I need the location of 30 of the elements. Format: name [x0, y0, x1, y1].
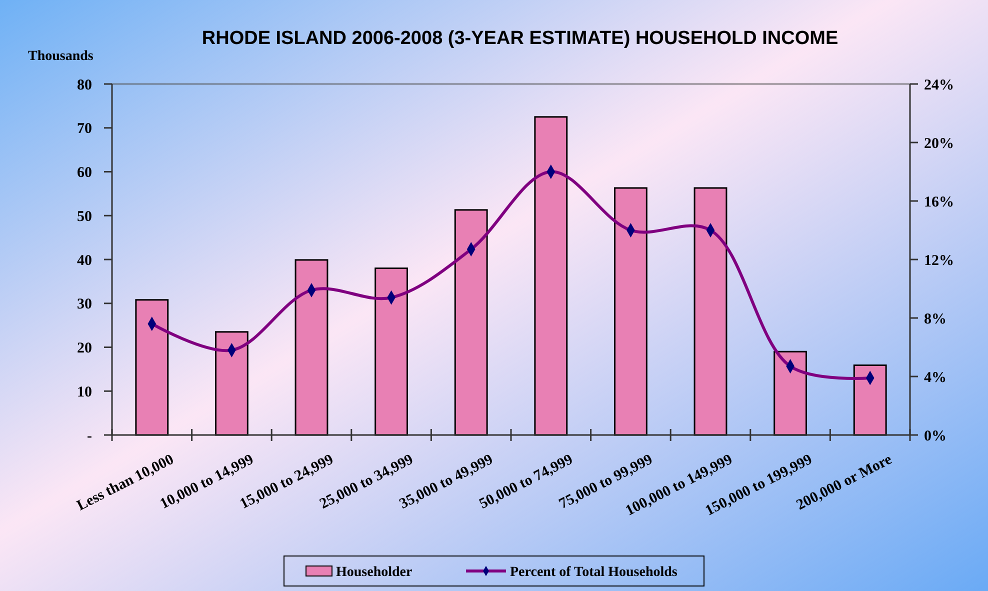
y-tick-label: 20: [77, 340, 92, 356]
y2-tick-label: 8%: [924, 311, 946, 328]
y2-tick-label: 20%: [924, 136, 954, 152]
bar: [694, 187, 728, 436]
y2-tick-label: 4%: [924, 370, 946, 386]
bar: [774, 350, 808, 436]
bar: [135, 299, 169, 436]
chart-title: RHODE ISLAND 2006-2008 (3-YEAR ESTIMATE) HOUSEHOLD INCOME: [202, 28, 838, 49]
y-tick-label: 30: [77, 296, 92, 313]
bar: [614, 187, 648, 436]
y2-tick-label: 24%: [924, 77, 954, 94]
bar: [294, 259, 328, 436]
legend-label: Householder: [336, 564, 412, 580]
y-tick-label: 50: [77, 208, 92, 225]
y2-tick-label: 0%: [924, 428, 946, 444]
y-tick-label: 60: [77, 165, 92, 181]
y-tick-label: 80: [77, 77, 92, 94]
bar: [374, 268, 408, 436]
y-tick-label: 70: [77, 121, 92, 138]
bar: [454, 209, 488, 436]
y-tick-label: 40: [77, 252, 92, 269]
y2-tick-label: 16%: [924, 194, 954, 210]
y-axis-title: Thousands: [28, 49, 94, 64]
y-tick-label: 10: [77, 384, 92, 400]
bar: [853, 364, 887, 436]
bar: [214, 331, 248, 436]
bar: [534, 116, 568, 436]
y-tick-label: -: [87, 428, 92, 444]
legend-label: Percent of Total Households: [510, 564, 678, 580]
y2-tick-label: 12%: [924, 252, 954, 269]
